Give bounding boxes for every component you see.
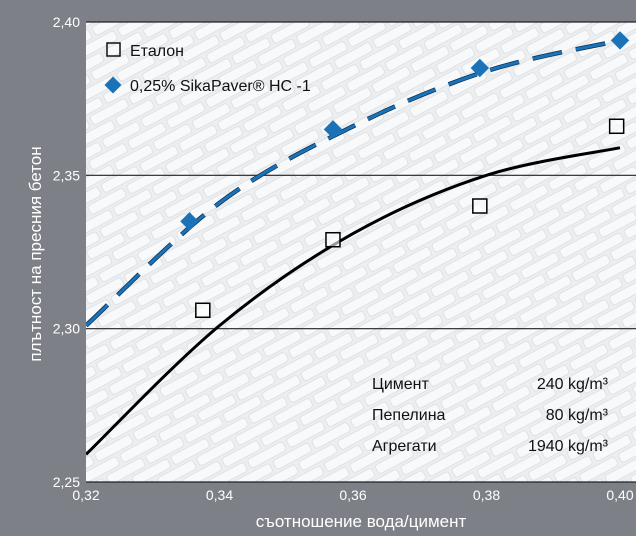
data-point-square [472,198,488,214]
x-tick-label: 0,36 [339,487,366,503]
note-flyash-label: Пепелина [372,407,446,424]
legend-marker-square [106,42,121,57]
y-tick-labels: 2,25 2,30 2,35 2,40 [53,14,80,490]
x-tick-label: 0,38 [473,487,500,503]
mix-composition-note: Цимент 240 kg/m³ Пепелина 80 kg/m³ Агрег… [372,376,609,455]
trendline-solid [86,146,621,456]
data-point-square [325,231,341,248]
note-cement-value: 240 kg/m³ [537,376,609,393]
y-tick-label: 2,35 [53,167,80,183]
note-flyash-value: 80 kg/m³ [546,407,609,424]
y-tick-label: 2,40 [53,14,80,30]
data-point-diamond [470,58,490,78]
data-point-square [608,118,625,135]
note-aggregates-value: 1940 kg/m³ [528,438,609,455]
note-cement-label: Цимент [372,376,430,393]
data-point-diamond [180,212,199,231]
y-tick-label: 2,25 [53,474,80,490]
y-tick-label: 2,30 [53,321,80,337]
data-point-square [195,302,211,319]
x-tick-label: 0,40 [606,487,633,503]
gridlines [86,21,636,483]
plot-area-haze [86,22,636,482]
trendline-dashed [86,38,621,327]
legend-label-sikapaver: 0,25% SikaPaver® HC -1 [130,78,311,95]
x-tick-label: 0,32 [72,487,99,503]
data-point-diamond [610,31,630,50]
note-aggregates-label: Агрегати [372,438,437,455]
legend-marker-diamond [104,76,122,94]
x-axis-title: съотношение вода/цимент [256,512,467,531]
plot-area [86,22,636,482]
y-axis-title: плътност на пресния бетон [26,146,45,361]
legend: Еталон 0,25% SikaPaver® HC -1 [104,42,311,95]
legend-label-etalon: Еталон [130,43,184,60]
x-tick-labels: 0,32 0,34 0,36 0,38 0,40 [72,487,633,503]
x-tick-label: 0,34 [206,487,233,503]
